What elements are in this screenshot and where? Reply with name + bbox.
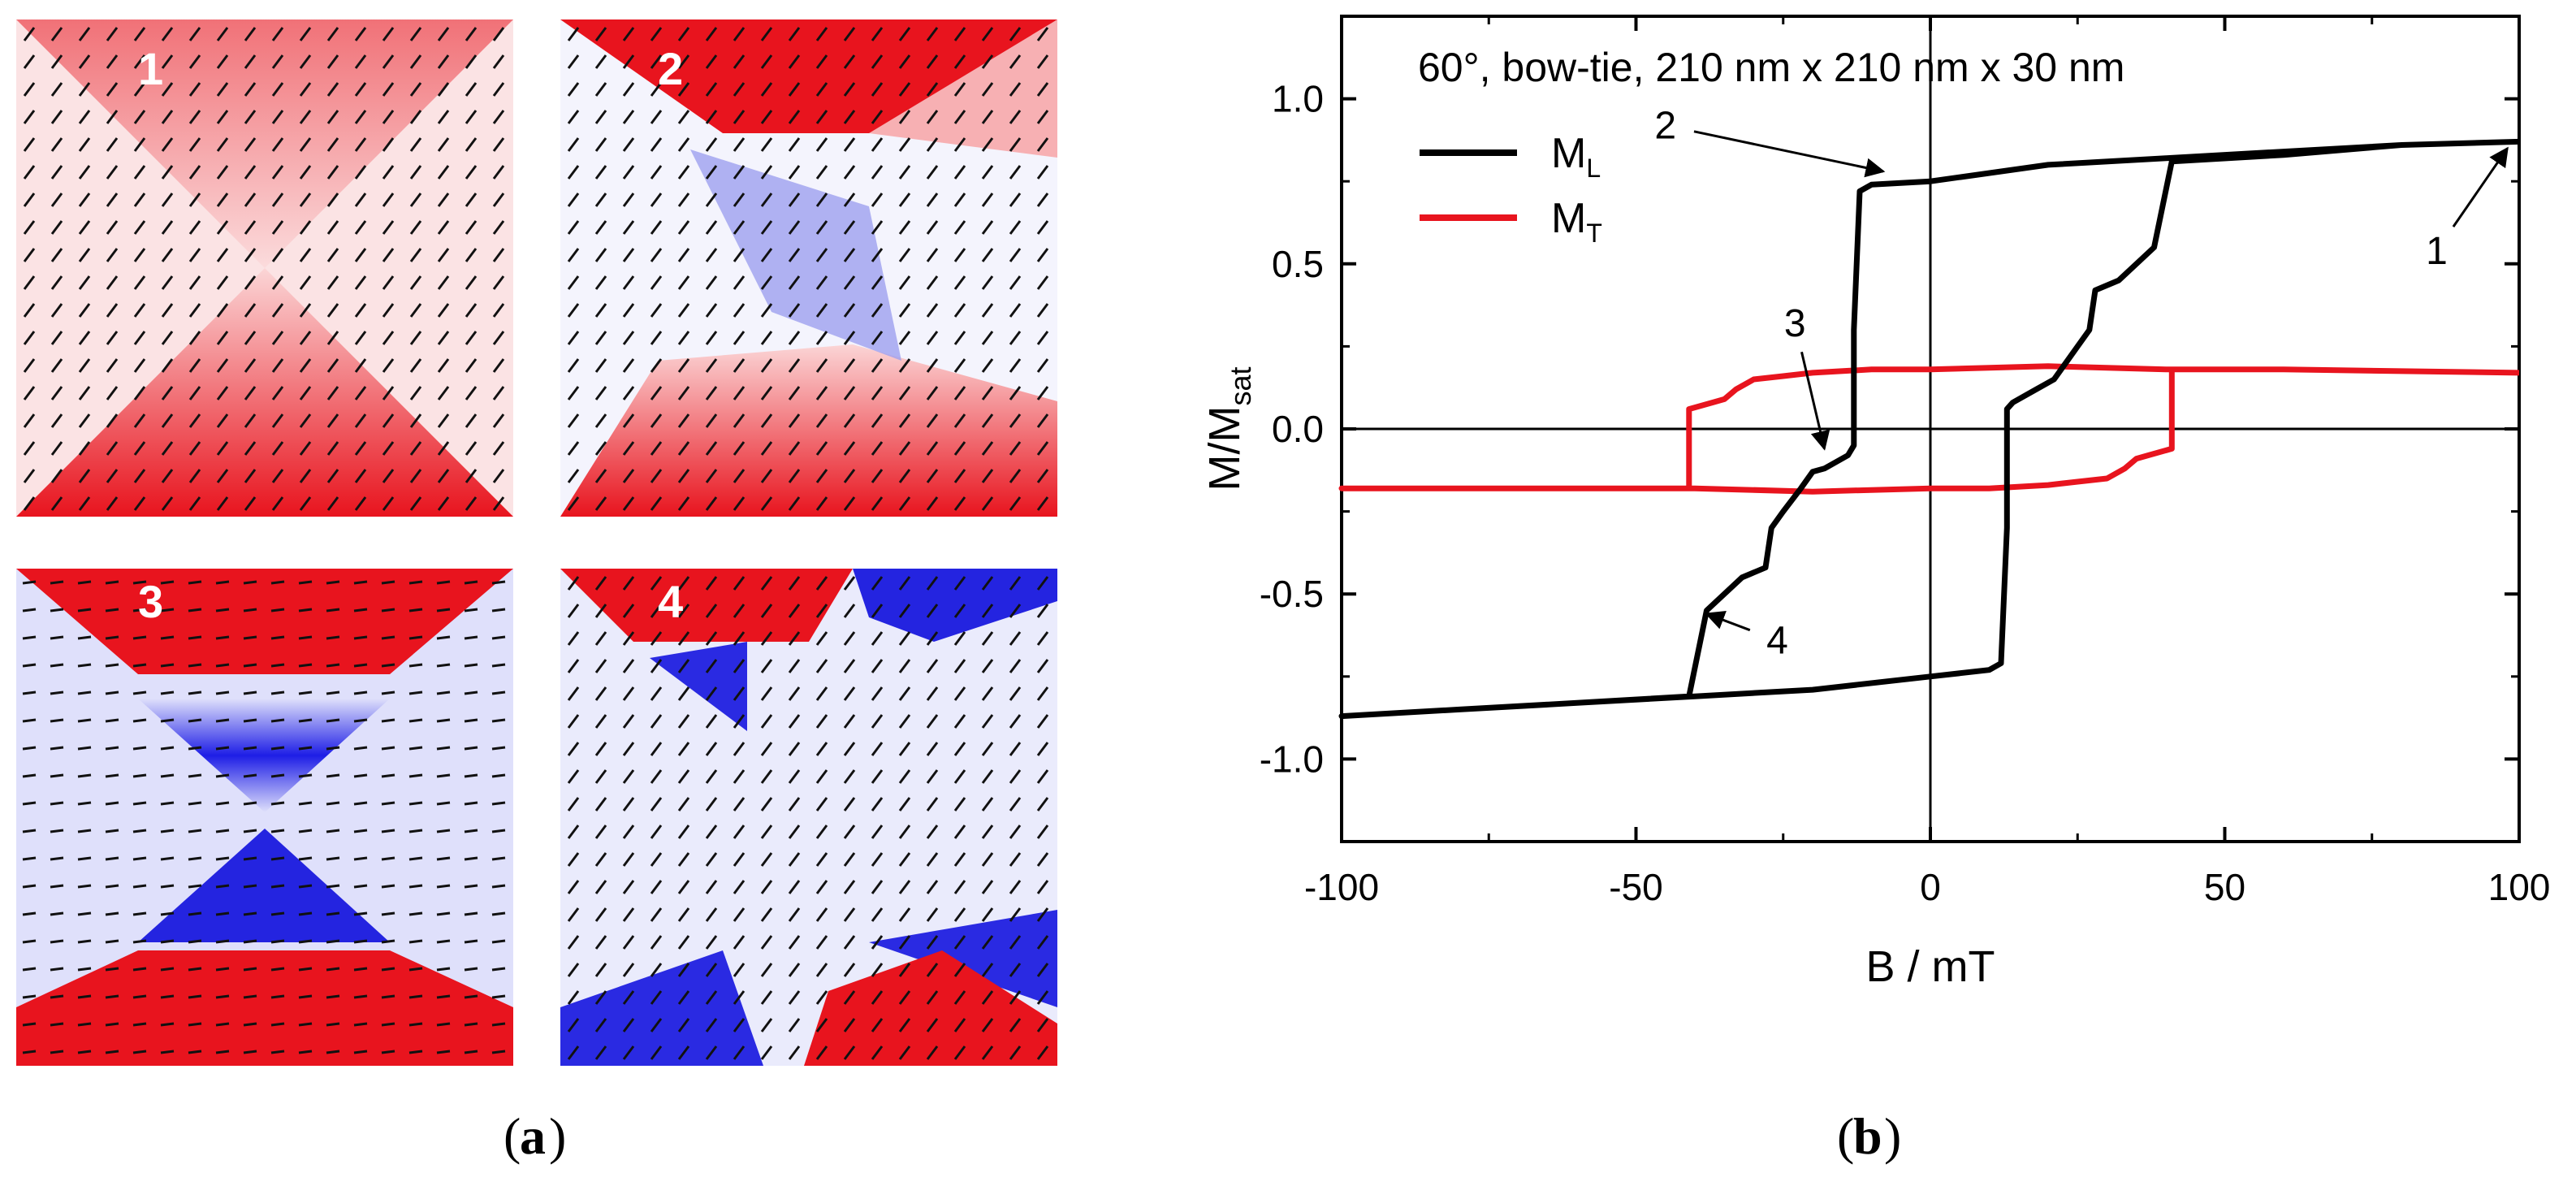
legend: ML MT — [1420, 130, 1602, 248]
series-line-m-t — [1338, 363, 2520, 495]
panel-b-label-close: ) — [1884, 1107, 1901, 1165]
y-tick-label: 0.5 — [1272, 243, 1324, 285]
legend-ml-sub: L — [1586, 154, 1601, 183]
y-tick-label: -1.0 — [1260, 738, 1324, 780]
legend-mt-main: M — [1551, 195, 1586, 242]
y-tick-label: -0.5 — [1260, 573, 1324, 615]
annotation-label-3: 3 — [1784, 302, 1806, 345]
x-tick-label: 50 — [2204, 866, 2245, 908]
y-tick-label: 1.0 — [1272, 78, 1324, 120]
map-2: 2 — [560, 19, 1057, 517]
panel-a-label-close: ) — [549, 1107, 566, 1165]
panel-a-label: a — [520, 1107, 546, 1165]
x-tick-label: -50 — [1609, 866, 1662, 908]
map-1-number: 1 — [138, 43, 163, 94]
x-axis-title: B / mT — [1866, 942, 1995, 991]
panel-b-label: b — [1853, 1107, 1882, 1165]
map-4: 4 — [560, 569, 1057, 1066]
y-tick-label: 0.0 — [1272, 408, 1324, 450]
annotation-label-4: 4 — [1766, 619, 1788, 662]
x-tick-label: 100 — [2488, 866, 2551, 908]
map-4-number: 4 — [658, 576, 683, 627]
chart-title: 60°, bow-tie, 210 nm x 210 nm x 30 nm — [1418, 45, 2124, 90]
y-axis-ticks: -1.0 -0.5 0.0 0.5 1.0 — [1260, 78, 2519, 780]
zero-lines — [1342, 16, 2519, 842]
y-axis-title-sub: sat — [1224, 367, 1257, 406]
legend-label-mt: MT — [1551, 195, 1602, 248]
annotation-arrow-3 — [1800, 351, 1830, 451]
map-3-number: 3 — [138, 576, 163, 627]
map-3: 3 — [16, 569, 513, 1066]
legend-label-ml: ML — [1551, 130, 1601, 183]
annotation-arrow-2 — [1693, 130, 1886, 178]
annotation-arrow-1 — [2452, 146, 2509, 228]
series-layer — [1338, 138, 2520, 720]
annotation-label-2: 2 — [1654, 104, 1676, 147]
x-tick-label: -100 — [1304, 866, 1379, 908]
legend-ml-main: M — [1551, 130, 1586, 177]
panel-b-label-open: ( — [1837, 1107, 1854, 1165]
x-axis-ticks: -100 -50 0 50 100 — [1304, 16, 2550, 908]
panel-a-label-open: ( — [504, 1107, 521, 1165]
annotation-label-1: 1 — [2426, 230, 2448, 273]
y-axis-title-main: M/M — [1200, 406, 1249, 491]
map-2-number: 2 — [658, 43, 683, 94]
annotations: 1 2 3 4 — [1654, 104, 2509, 662]
series-line-m-l — [1338, 138, 2520, 720]
x-tick-label: 0 — [1920, 866, 1941, 908]
legend-mt-sub: T — [1586, 219, 1602, 248]
panel-b: -100 -50 0 50 100 -1.0 -0.5 0.0 0.5 1.0 1 2 3 4 60°… — [1200, 15, 2550, 1165]
annotation-arrow-4 — [1705, 610, 1751, 632]
y-axis-title: M/Msat — [1200, 367, 1257, 491]
panel-a: 1 2 3 — [16, 19, 1057, 1165]
map-1: 1 — [16, 19, 513, 517]
